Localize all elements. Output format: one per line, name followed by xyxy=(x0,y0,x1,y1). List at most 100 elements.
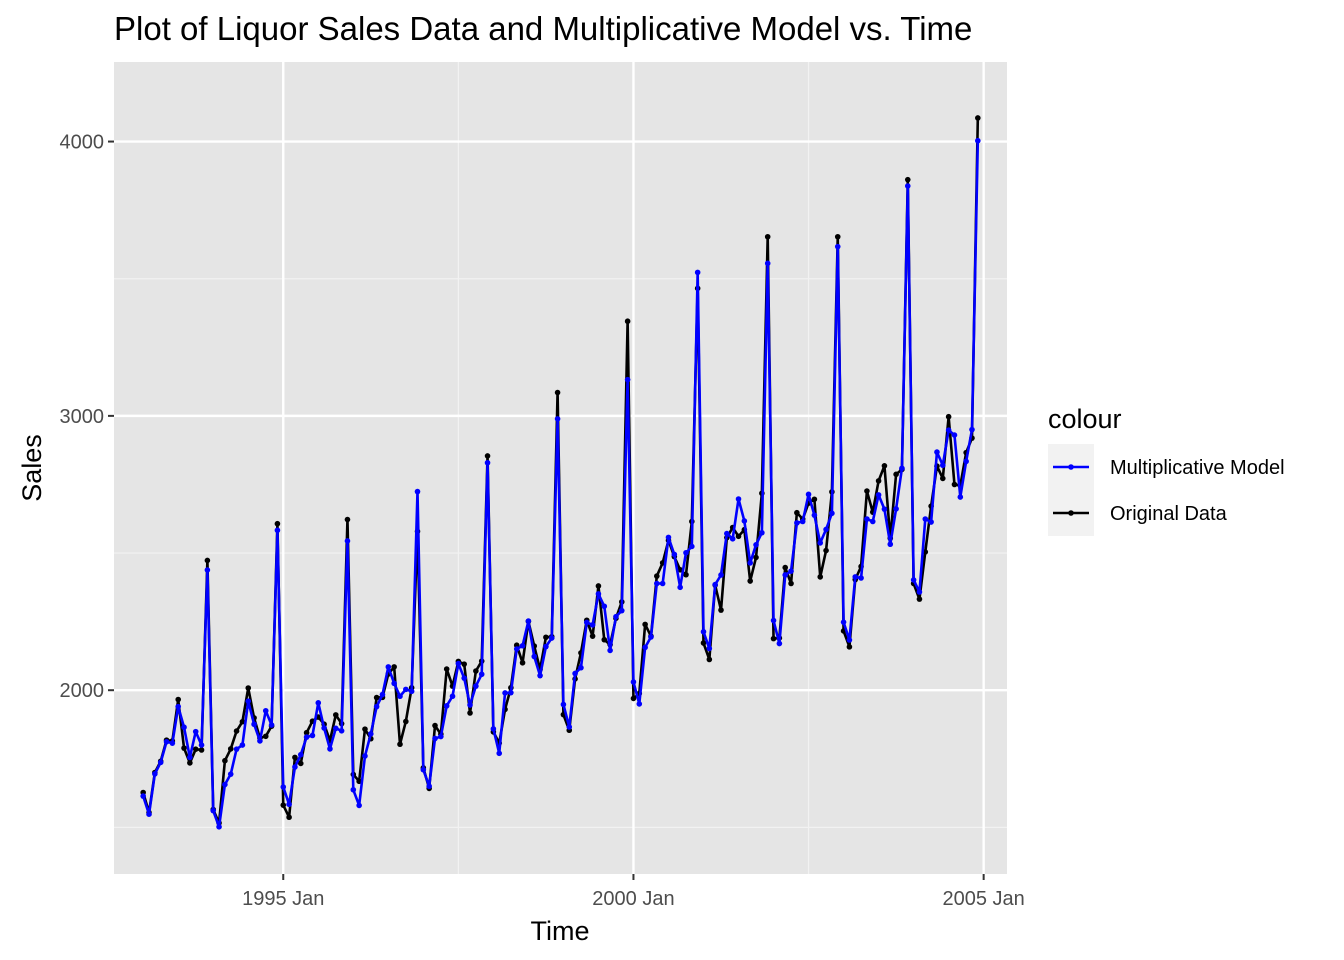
original-data-point xyxy=(204,557,211,564)
original-data-point xyxy=(939,475,946,482)
original-data-point xyxy=(344,516,351,523)
multiplicative-model-point xyxy=(502,690,508,696)
multiplicative-model-point xyxy=(794,520,800,526)
multiplicative-model-point xyxy=(467,702,473,708)
multiplicative-model-point xyxy=(222,781,228,788)
original-data-point xyxy=(770,635,777,642)
y-axis-title: Sales xyxy=(17,434,47,502)
original-data-point xyxy=(904,176,911,183)
multiplicative-model-point xyxy=(344,538,351,544)
multiplicative-model-point xyxy=(385,664,392,670)
multiplicative-model-point xyxy=(694,269,701,276)
original-data-point xyxy=(292,754,298,761)
original-data-point xyxy=(245,685,252,691)
multiplicative-model-point xyxy=(817,540,824,546)
multiplicative-model-point xyxy=(262,707,269,714)
multiplicative-model-point xyxy=(805,491,812,498)
multiplicative-model-point xyxy=(747,560,753,566)
original-data-point xyxy=(274,520,281,527)
original-data-point xyxy=(467,710,473,716)
multiplicative-model-point xyxy=(490,726,497,732)
multiplicative-model-point xyxy=(292,764,298,770)
legend-point-swatch xyxy=(1068,510,1074,516)
original-data-point xyxy=(262,733,269,740)
legend-label: Multiplicative Model xyxy=(1110,457,1285,479)
legend-label: Original Data xyxy=(1110,503,1228,525)
original-data-point xyxy=(233,728,240,734)
multiplicative-model-point xyxy=(560,701,567,708)
original-data-point xyxy=(700,640,707,646)
multiplicative-model-point xyxy=(928,519,934,525)
multiplicative-model-point xyxy=(373,703,380,710)
multiplicative-model-point xyxy=(922,516,929,522)
original-data-point xyxy=(677,566,683,573)
multiplicative-model-point xyxy=(332,725,339,732)
x-axis-title: Time xyxy=(531,916,590,946)
multiplicative-model-point xyxy=(175,703,182,710)
multiplicative-model-point xyxy=(624,376,631,383)
multiplicative-model-point xyxy=(414,488,421,495)
multiplicative-model-point xyxy=(163,738,170,745)
original-data-point xyxy=(286,814,292,821)
x-tick-label: 2005 Jan xyxy=(943,888,1025,910)
multiplicative-model-point xyxy=(531,653,538,660)
original-data-point xyxy=(945,413,952,420)
multiplicative-model-point xyxy=(297,751,304,758)
multiplicative-model-point xyxy=(426,783,432,790)
original-data-point xyxy=(280,802,287,808)
legend-point-swatch xyxy=(1068,464,1074,470)
multiplicative-model-series xyxy=(140,137,981,830)
multiplicative-model-point xyxy=(823,526,829,533)
original-data-point xyxy=(782,564,789,571)
multiplicative-model-point xyxy=(899,465,905,472)
y-tick-label: 3000 xyxy=(60,406,105,428)
multiplicative-model-point xyxy=(268,722,275,728)
multiplicative-model-point xyxy=(286,801,292,808)
original-data-point xyxy=(373,694,380,701)
multiplicative-model-point xyxy=(368,731,374,737)
original-data-point xyxy=(811,496,818,503)
original-data-point xyxy=(362,726,368,732)
original-data-point xyxy=(893,471,899,478)
multiplicative-model-point xyxy=(397,693,403,700)
multiplicative-model-point xyxy=(589,622,596,628)
multiplicative-model-point xyxy=(770,617,777,624)
original-data-point xyxy=(706,656,713,663)
multiplicative-model-point xyxy=(227,771,234,777)
multiplicative-model-point xyxy=(665,534,672,541)
multiplicative-model-point xyxy=(140,793,146,799)
multiplicative-model-point xyxy=(239,742,246,748)
original-data-point xyxy=(513,642,520,649)
multiplicative-model-point xyxy=(519,642,526,649)
multiplicative-model-point xyxy=(829,510,835,517)
multiplicative-model-point xyxy=(461,675,467,681)
original-data-point xyxy=(654,573,660,579)
original-data-point xyxy=(187,760,193,766)
original-data-point xyxy=(181,745,187,751)
original-data-point xyxy=(239,718,246,725)
multiplicative-model-point xyxy=(157,759,164,766)
multiplicative-model-point xyxy=(251,721,257,728)
multiplicative-model-point xyxy=(724,530,730,537)
original-data-point xyxy=(297,760,304,767)
multiplicative-model-point xyxy=(420,766,427,773)
multiplicative-model-point xyxy=(274,527,281,534)
multiplicative-model-point xyxy=(648,634,654,640)
multiplicative-model-point xyxy=(677,584,683,591)
original-data-point xyxy=(834,233,841,240)
original-data-point xyxy=(595,583,602,589)
original-data-point xyxy=(519,659,526,666)
original-data-point xyxy=(543,634,549,641)
multiplicative-model-point xyxy=(975,137,981,144)
multiplicative-model-point xyxy=(210,807,217,814)
multiplicative-model-point xyxy=(934,449,940,455)
multiplicative-model-point xyxy=(753,542,759,548)
multiplicative-model-point xyxy=(729,535,736,542)
original-data-point xyxy=(303,729,310,736)
original-data-point xyxy=(881,463,888,469)
multiplicative-model-point xyxy=(939,462,946,469)
multiplicative-model-point xyxy=(834,243,841,250)
original-data-point xyxy=(461,661,467,667)
multiplicative-model-point xyxy=(484,459,491,466)
multiplicative-model-point xyxy=(875,492,882,498)
